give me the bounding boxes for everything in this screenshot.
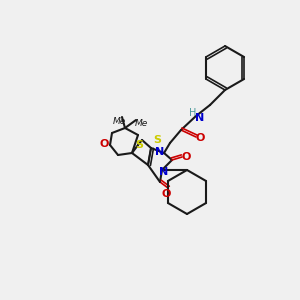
Text: Me: Me bbox=[112, 118, 126, 127]
Text: N: N bbox=[159, 167, 169, 177]
Text: N: N bbox=[195, 113, 205, 123]
Text: O: O bbox=[161, 189, 171, 199]
Text: H: H bbox=[189, 108, 197, 118]
Text: O: O bbox=[181, 152, 191, 162]
Text: Me: Me bbox=[134, 119, 148, 128]
Text: N: N bbox=[155, 147, 165, 157]
Text: S: S bbox=[153, 135, 161, 145]
Text: O: O bbox=[195, 133, 205, 143]
Text: O: O bbox=[99, 139, 109, 149]
Text: S: S bbox=[135, 140, 143, 150]
